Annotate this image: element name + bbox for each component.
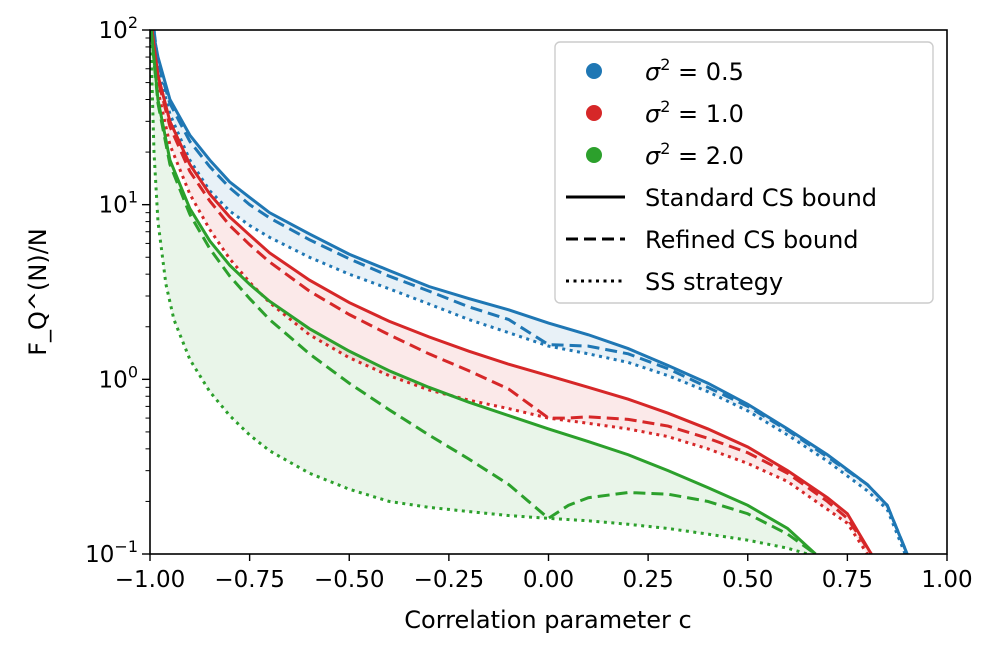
- x-tick-label: −1.00: [115, 567, 185, 593]
- x-tick-label: 0.50: [722, 567, 773, 593]
- series-line-6-dotted: [150, 30, 869, 554]
- series-line-2-dashed: [152, 30, 909, 554]
- x-tick-label: 0.25: [623, 567, 674, 593]
- series-line-5-dashed: [150, 30, 873, 554]
- x-tick-label: 1.00: [921, 567, 972, 593]
- legend-label-3: σ2 = 2.0: [645, 139, 744, 170]
- y-tick-label: 101: [99, 188, 138, 219]
- x-tick-label: 0.00: [523, 567, 574, 593]
- legend-label-1: σ2 = 0.5: [645, 55, 744, 86]
- y-minor-ticks: [145, 37, 150, 502]
- legend-label-4: Standard CS bound: [645, 184, 877, 212]
- y-tick-label: 100: [99, 362, 138, 393]
- x-tick-label: −0.50: [314, 567, 384, 593]
- shaded-region-3: [150, 30, 816, 554]
- legend: σ2 = 0.5 σ2 = 1.0 σ2 = 2.0 Standard CS boun…: [554, 41, 934, 304]
- y-tick-label: 102: [99, 13, 138, 44]
- x-axis-label: Correlation parameter c: [404, 606, 692, 634]
- legend-marker-1: [586, 63, 602, 79]
- series-line-3-dotted: [152, 30, 907, 554]
- legend-label-6: SS strategy: [645, 268, 783, 296]
- legend-label-2: σ2 = 1.0: [645, 97, 744, 128]
- series-line-4-solid: [150, 30, 873, 554]
- x-tick-label: −0.25: [414, 567, 484, 593]
- series-line-8-dashed: [150, 30, 817, 554]
- legend-marker-3: [586, 147, 602, 163]
- y-axis-label: F_Q^(N)/N: [24, 228, 52, 356]
- series-lines: [150, 30, 909, 554]
- legend-box: [554, 41, 934, 304]
- x-axis: −1.00 −0.75 −0.50 −0.25 0.00 0.25 0.50 0.75 1.00: [115, 554, 973, 593]
- legend-label-5: Refined CS bound: [645, 226, 859, 254]
- series-line-7-solid: [150, 30, 817, 554]
- legend-marker-2: [586, 105, 602, 121]
- x-tick-label: −0.75: [214, 567, 284, 593]
- y-tick-label: 10−1: [85, 537, 138, 568]
- y-axis: 10−1 100 101 102: [85, 13, 150, 568]
- x-tick-label: 0.75: [822, 567, 873, 593]
